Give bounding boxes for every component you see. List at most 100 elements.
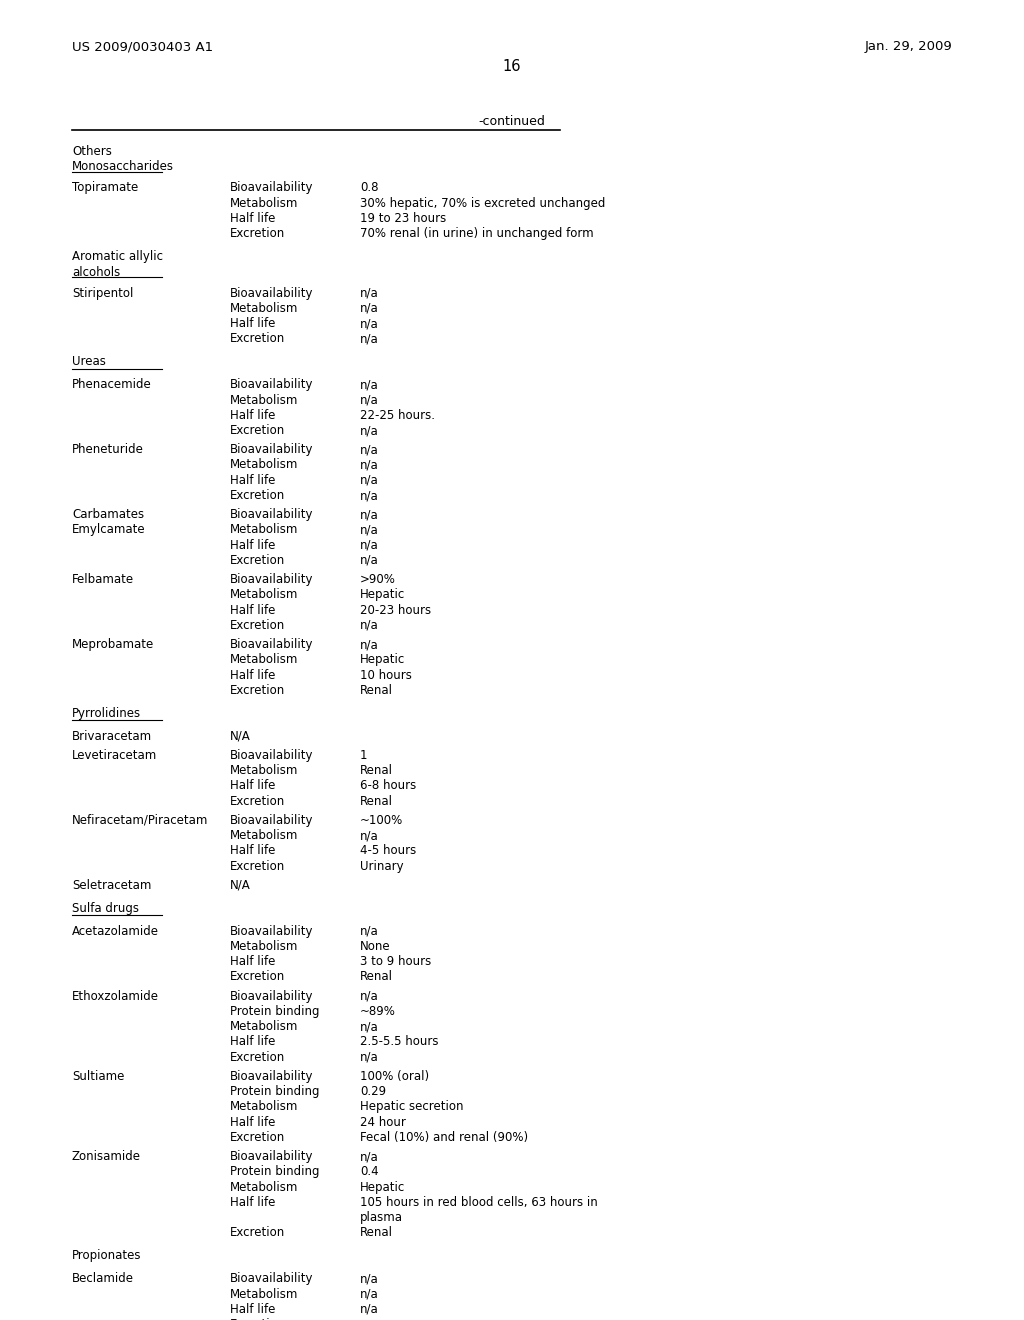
Text: Renal: Renal [360,795,393,808]
Text: 0.4: 0.4 [360,1166,379,1179]
Text: Metabolism: Metabolism [230,1180,298,1193]
Text: Excretion: Excretion [230,619,286,632]
Text: 70% renal (in urine) in unchanged form: 70% renal (in urine) in unchanged form [360,227,594,240]
Text: Half life: Half life [230,956,275,968]
Text: n/a: n/a [360,1150,379,1163]
Text: alcohols: alcohols [72,265,120,279]
Text: n/a: n/a [360,474,379,487]
Text: Phenacemide: Phenacemide [72,379,152,391]
Text: ~100%: ~100% [360,814,403,826]
Text: n/a: n/a [360,638,379,651]
Text: 20-23 hours: 20-23 hours [360,603,431,616]
Text: Half life: Half life [230,317,275,330]
Text: Half life: Half life [230,779,275,792]
Text: Half life: Half life [230,1303,275,1316]
Text: Brivaracetam: Brivaracetam [72,730,153,743]
Text: Bioavailability: Bioavailability [230,814,313,826]
Text: 10 hours: 10 hours [360,669,412,681]
Text: Bioavailability: Bioavailability [230,508,313,521]
Text: Others: Others [72,145,112,158]
Text: Metabolism: Metabolism [230,829,298,842]
Text: 105 hours in red blood cells, 63 hours in: 105 hours in red blood cells, 63 hours i… [360,1196,598,1209]
Text: N/A: N/A [230,879,251,892]
Text: Monosaccharides: Monosaccharides [72,161,174,173]
Text: 0.29: 0.29 [360,1085,386,1098]
Text: Ethoxzolamide: Ethoxzolamide [72,990,159,1002]
Text: Bioavailability: Bioavailability [230,924,313,937]
Text: Metabolism: Metabolism [230,764,298,777]
Text: Hepatic: Hepatic [360,653,406,667]
Text: n/a: n/a [360,924,379,937]
Text: Half life: Half life [230,213,275,224]
Text: Half life: Half life [230,845,275,858]
Text: Aromatic allylic: Aromatic allylic [72,251,163,263]
Text: n/a: n/a [360,829,379,842]
Text: Fecal (10%) and renal (90%): Fecal (10%) and renal (90%) [360,1131,528,1144]
Text: Excretion: Excretion [230,684,286,697]
Text: n/a: n/a [360,424,379,437]
Text: Propionates: Propionates [72,1249,141,1262]
Text: Renal: Renal [360,764,393,777]
Text: Meprobamate: Meprobamate [72,638,155,651]
Text: Pheneturide: Pheneturide [72,444,144,457]
Text: Stiripentol: Stiripentol [72,286,133,300]
Text: Protein binding: Protein binding [230,1005,319,1018]
Text: Protein binding: Protein binding [230,1085,319,1098]
Text: 0.8: 0.8 [360,181,379,194]
Text: Excretion: Excretion [230,227,286,240]
Text: Renal: Renal [360,684,393,697]
Text: n/a: n/a [360,1287,379,1300]
Text: n/a: n/a [360,1051,379,1064]
Text: 4-5 hours: 4-5 hours [360,845,416,858]
Text: Bioavailability: Bioavailability [230,1272,313,1286]
Text: Hepatic: Hepatic [360,1180,406,1193]
Text: n/a: n/a [360,1020,379,1034]
Text: Felbamate: Felbamate [72,573,134,586]
Text: Half life: Half life [230,1115,275,1129]
Text: 2.5-5.5 hours: 2.5-5.5 hours [360,1035,438,1048]
Text: Seletracetam: Seletracetam [72,879,152,892]
Text: Excretion: Excretion [230,1131,286,1144]
Text: Nefiracetam/Piracetam: Nefiracetam/Piracetam [72,814,208,826]
Text: n/a: n/a [360,990,379,1002]
Text: Jan. 29, 2009: Jan. 29, 2009 [864,40,952,53]
Text: Ureas: Ureas [72,355,105,368]
Text: Bioavailability: Bioavailability [230,379,313,391]
Text: Bioavailability: Bioavailability [230,444,313,457]
Text: Pyrrolidines: Pyrrolidines [72,706,141,719]
Text: Emylcamate: Emylcamate [72,524,145,536]
Text: Levetiracetam: Levetiracetam [72,748,158,762]
Text: n/a: n/a [360,379,379,391]
Text: Half life: Half life [230,474,275,487]
Text: Bioavailability: Bioavailability [230,1150,313,1163]
Text: n/a: n/a [360,619,379,632]
Text: Half life: Half life [230,1035,275,1048]
Text: 100% (oral): 100% (oral) [360,1069,429,1082]
Text: Bioavailability: Bioavailability [230,1069,313,1082]
Text: Metabolism: Metabolism [230,393,298,407]
Text: Topiramate: Topiramate [72,181,138,194]
Text: n/a: n/a [360,554,379,568]
Text: 1: 1 [360,748,368,762]
Text: Hepatic: Hepatic [360,589,406,602]
Text: Metabolism: Metabolism [230,1101,298,1113]
Text: Renal: Renal [360,1226,393,1239]
Text: Excretion: Excretion [230,1226,286,1239]
Text: Carbamates: Carbamates [72,508,144,521]
Text: Excretion: Excretion [230,970,286,983]
Text: US 2009/0030403 A1: US 2009/0030403 A1 [72,40,213,53]
Text: Half life: Half life [230,669,275,681]
Text: Renal: Renal [360,970,393,983]
Text: Metabolism: Metabolism [230,524,298,536]
Text: Bioavailability: Bioavailability [230,748,313,762]
Text: Excretion: Excretion [230,1051,286,1064]
Text: Metabolism: Metabolism [230,589,298,602]
Text: n/a: n/a [360,458,379,471]
Text: n/a: n/a [360,1303,379,1316]
Text: n/a: n/a [360,317,379,330]
Text: Beclamide: Beclamide [72,1272,134,1286]
Text: n/a: n/a [360,333,379,346]
Text: Hepatic secretion: Hepatic secretion [360,1101,464,1113]
Text: Metabolism: Metabolism [230,458,298,471]
Text: Excretion: Excretion [230,554,286,568]
